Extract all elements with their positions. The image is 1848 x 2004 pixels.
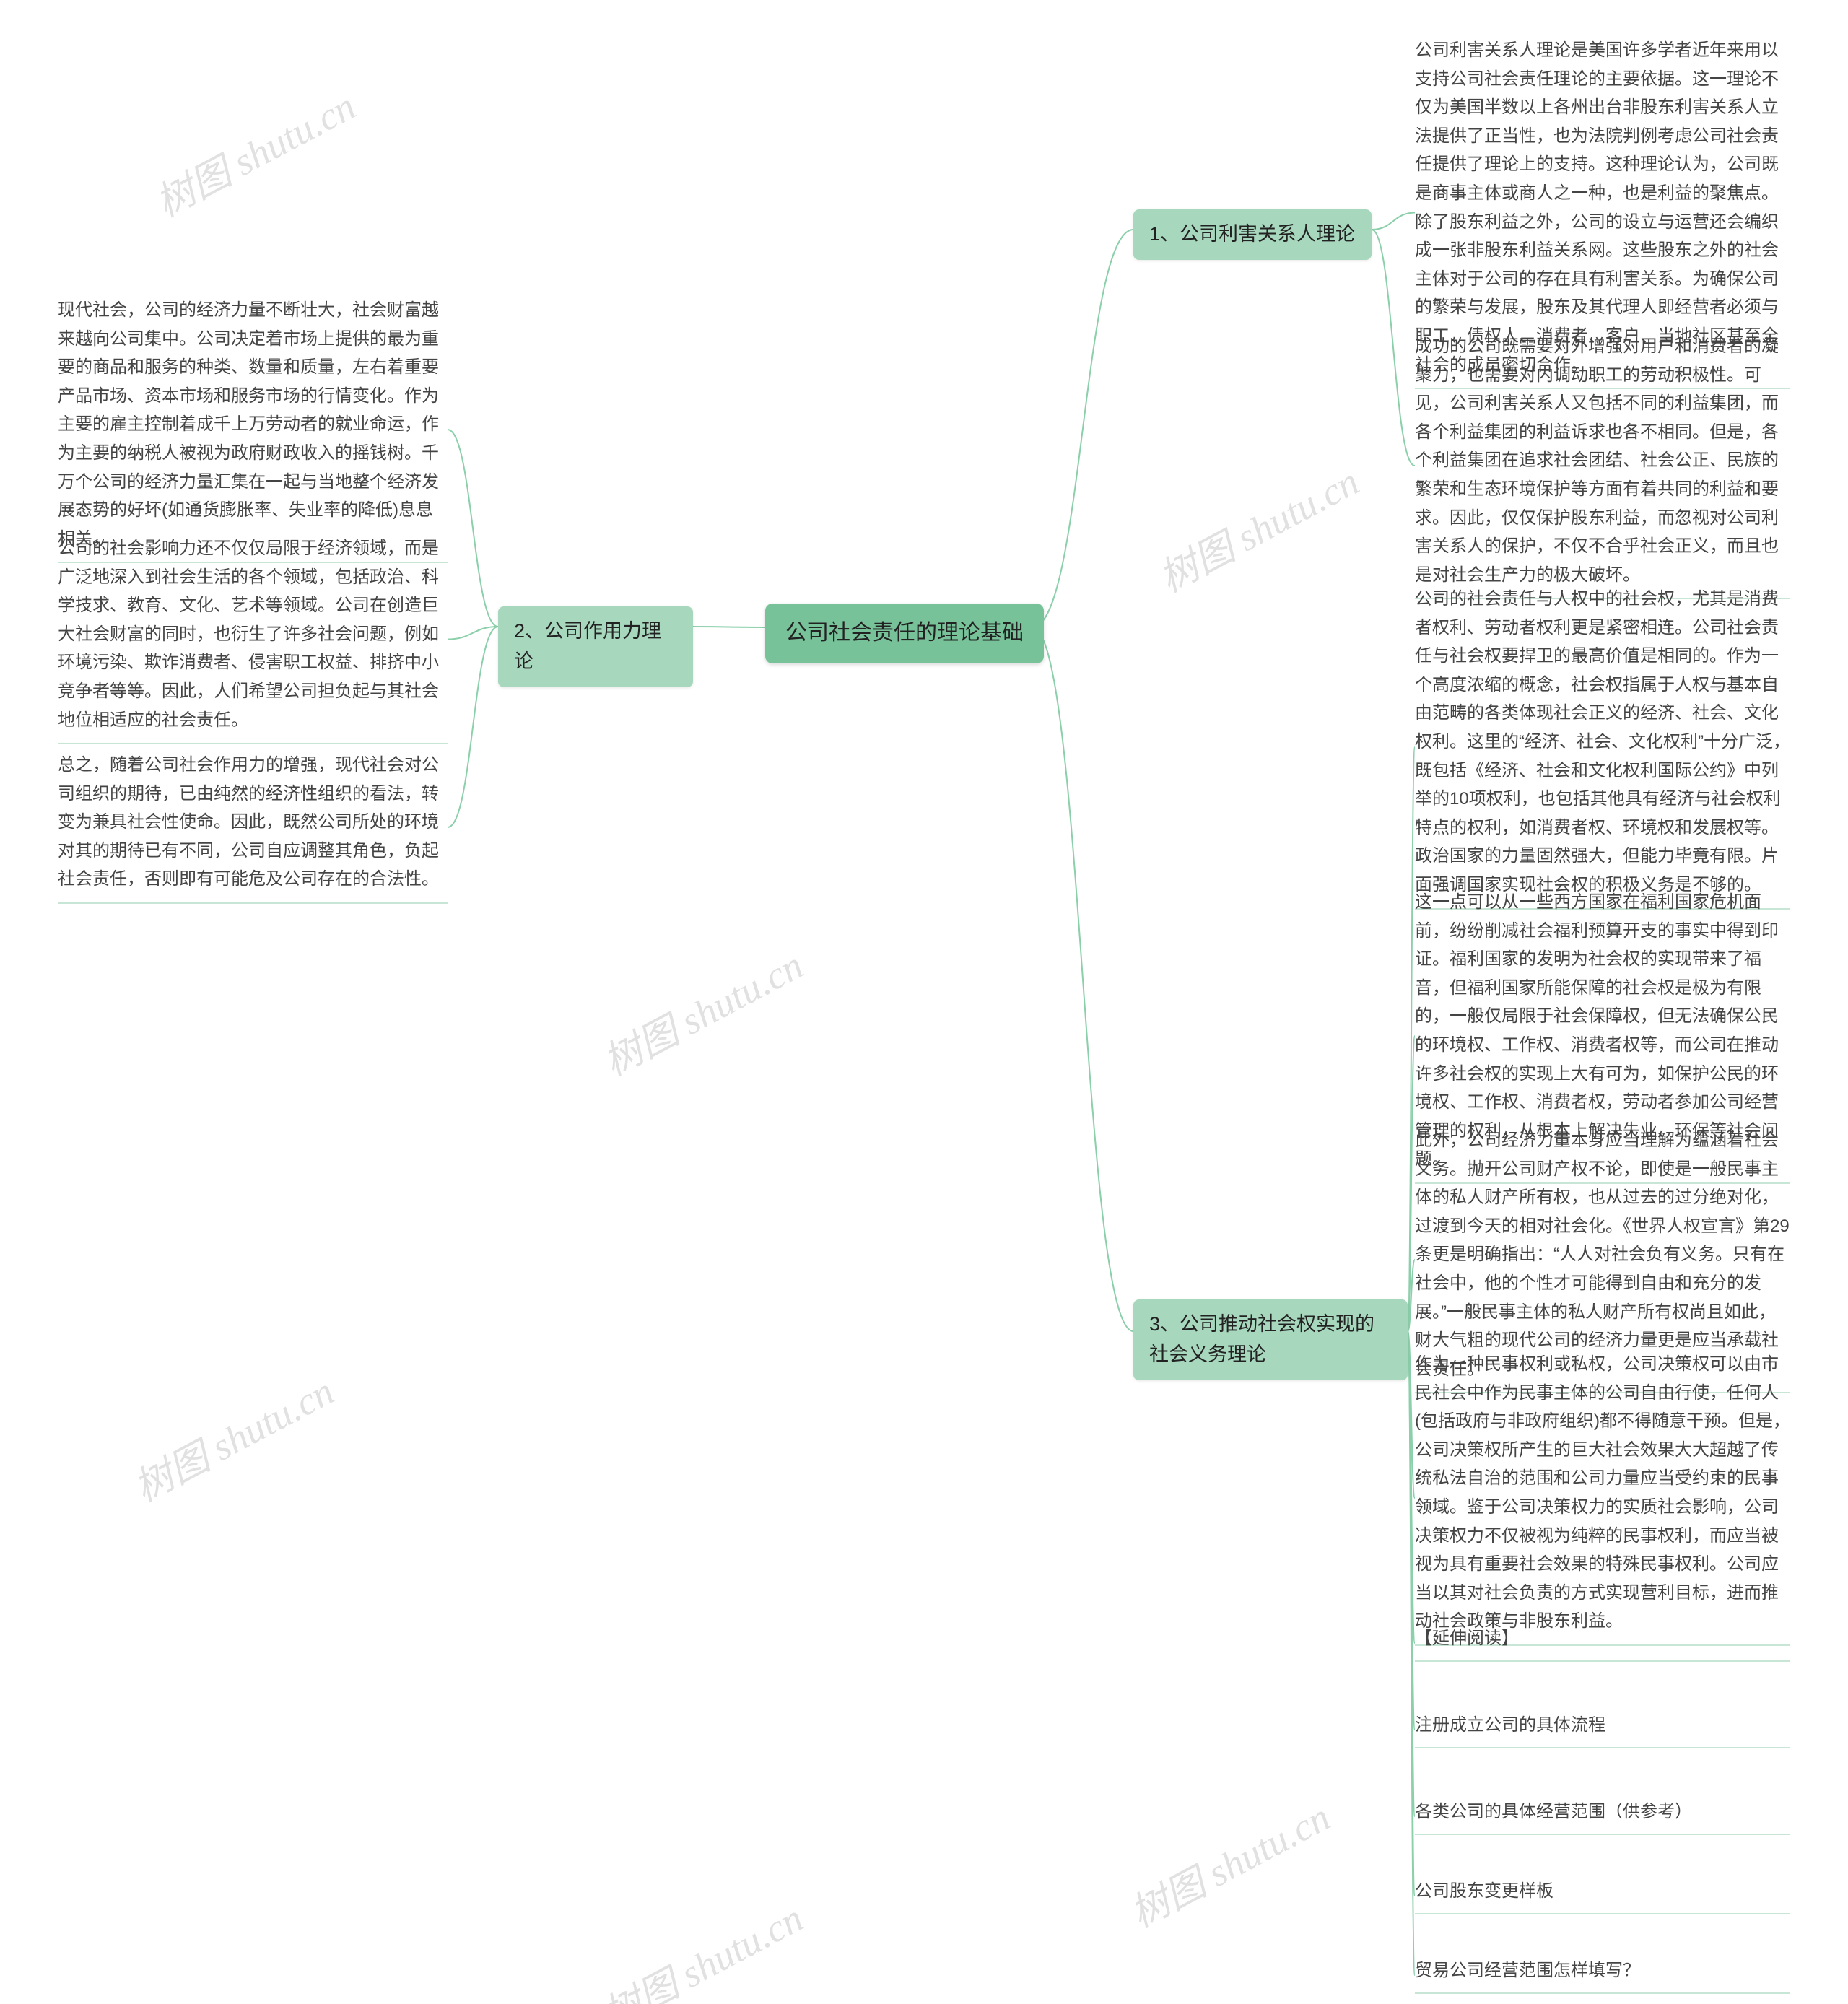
leaf-text: 公司利害关系人理论是美国许多学者近年来用以支持公司社会责任理论的主要依据。这一理… [1415,40,1779,375]
leaf-node-b3l6: 注册成立公司的具体流程 [1415,1711,1790,1748]
root-node[interactable]: 公司社会责任的理论基础 [765,604,1044,663]
leaf-text: 此外，公司经济力量本身应当理解为蕴涵着社会义务。抛开公司财产权不论，即使是一般民… [1415,1130,1790,1379]
leaf-node-b3l5: 【延伸阅读】 [1415,1624,1790,1662]
watermark: 树图 shutu.cn [1118,1785,1338,1938]
leaf-text: 公司的社会影响力还不仅仅局限于经济领域，而是广泛地深入到社会生活的各个领域，包括… [58,539,439,730]
mindmap-canvas: 公司社会责任的理论基础 树图 shutu.cn 树图 shutu.cn 树图 shu… [0,0,1848,2004]
leaf-text: 成功的公司既需要对外增强对用户和消费者的凝聚力，也需要对内调动职工的劳动积极性。… [1415,336,1779,585]
leaf-node-b2l3: 总之，随着公司社会作用力的增强，现代社会对公司组织的期待，已由纯然的经济性组织的… [58,751,448,904]
leaf-node-b3l9: 贸易公司经营范围怎样填写？ [1415,1956,1790,1994]
watermark: 树图 shutu.cn [591,933,811,1086]
leaf-text: 现代社会，公司的经济力量不断壮大，社会财富越来越向公司集中。公司决定着市场上提供… [58,300,439,549]
leaf-node-b3l4: 作为一种民事权利或私权，公司决策权可以由市民社会中作为民事主体的公司自由行使，任… [1415,1350,1790,1646]
leaf-text: 贸易公司经营范围怎样填写？ [1415,1961,1640,1980]
branch-label: 2、公司作用力理论 [514,620,661,672]
watermark: 树图 shutu.cn [122,1359,342,1512]
watermark: 树图 shutu.cn [1147,450,1367,603]
leaf-text: 各类公司的具体经营范围（供参考） [1415,1802,1692,1821]
leaf-node-b2l2: 公司的社会影响力还不仅仅局限于经济领域，而是广泛地深入到社会生活的各个领域，包括… [58,534,448,744]
leaf-node-b2l1: 现代社会，公司的经济力量不断壮大，社会财富越来越向公司集中。公司决定着市场上提供… [58,296,448,563]
watermark: 树图 shutu.cn [591,1886,811,2004]
branch-label: 3、公司推动社会权实现的社会义务理论 [1149,1313,1374,1365]
leaf-text: 公司的社会责任与人权中的社会权，尤其是消费者权利、劳动者权利更是紧密相连。公司社… [1415,589,1790,894]
branch-label: 1、公司利害关系人理论 [1149,223,1355,245]
leaf-node-b1l2: 成功的公司既需要对外增强对用户和消费者的凝聚力，也需要对内调动职工的劳动积极性。… [1415,332,1790,599]
leaf-text: 总之，随着公司社会作用力的增强，现代社会对公司组织的期待，已由纯然的经济性组织的… [58,755,439,889]
leaf-text: 公司股东变更样板 [1415,1881,1553,1901]
leaf-node-b3l1: 公司的社会责任与人权中的社会权，尤其是消费者权利、劳动者权利更是紧密相连。公司社… [1415,585,1790,910]
leaf-text: 【延伸阅读】 [1415,1629,1519,1648]
leaf-node-b3l7: 各类公司的具体经营范围（供参考） [1415,1798,1790,1835]
leaf-text: 注册成立公司的具体流程 [1415,1715,1605,1735]
watermark: 树图 shutu.cn [144,74,364,227]
branch-node-b3[interactable]: 3、公司推动社会权实现的社会义务理论 [1133,1299,1408,1380]
leaf-node-b3l8: 公司股东变更样板 [1415,1877,1790,1914]
leaf-text: 作为一种民事权利或私权，公司决策权可以由市民社会中作为民事主体的公司自由行使，任… [1415,1354,1790,1631]
branch-node-b1[interactable]: 1、公司利害关系人理论 [1133,209,1372,260]
branch-node-b2[interactable]: 2、公司作用力理论 [498,606,693,687]
